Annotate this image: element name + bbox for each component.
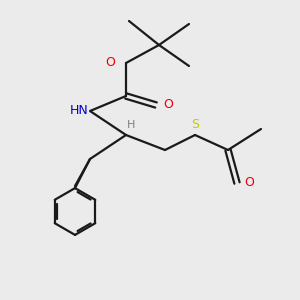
Text: H: H	[127, 119, 136, 130]
Text: O: O	[106, 56, 116, 70]
Text: O: O	[164, 98, 173, 112]
Text: O: O	[244, 176, 254, 190]
Text: HN: HN	[70, 104, 88, 118]
Text: S: S	[191, 118, 199, 131]
